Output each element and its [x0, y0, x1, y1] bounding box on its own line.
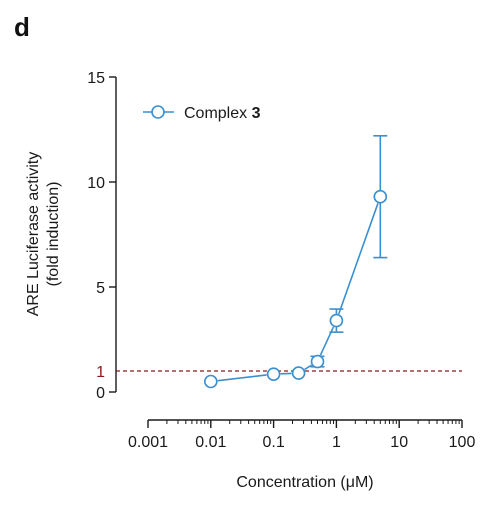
data-point — [310, 354, 325, 369]
reference-line-label: 1 — [96, 364, 105, 381]
legend: Complex 3 — [143, 105, 261, 122]
series-line — [217, 374, 267, 382]
x-tick-label: 0.01 — [195, 434, 226, 451]
series-line — [304, 364, 312, 371]
x-tick-label: 0.001 — [128, 434, 168, 451]
y-tick-label: 15 — [87, 70, 105, 87]
legend-label: Complex 3 — [184, 105, 261, 122]
x-tick-label: 1 — [332, 434, 341, 451]
reference-line: 1 — [96, 364, 462, 381]
data-point — [204, 374, 218, 389]
data-point — [291, 366, 306, 380]
series-layer — [204, 135, 388, 389]
y-tick-label: 5 — [96, 280, 105, 297]
y-axis: 0 5 10 15 — [87, 70, 117, 402]
y-axis-title: ARE Luciferase activity (fold induction) — [25, 152, 62, 317]
data-point — [329, 313, 344, 328]
y-tick-label: 10 — [87, 175, 105, 192]
x-tick-label: 0.1 — [262, 434, 284, 451]
legend-label-name: Complex — [184, 105, 252, 122]
x-axis: 0.001 0.01 0.1 1 10 100 — [128, 419, 476, 451]
data-point — [373, 189, 388, 204]
legend-label-bold: 3 — [252, 105, 261, 122]
x-axis-title: Concentration (μM) — [236, 474, 373, 491]
y-tick-label: 0 — [96, 385, 105, 402]
series-line — [337, 203, 379, 315]
x-tick-label: 100 — [449, 434, 476, 451]
data-point — [266, 367, 281, 381]
y-axis-title-line2: (fold induction) — [45, 182, 62, 287]
legend-marker — [151, 105, 165, 119]
y-axis-title-line1: ARE Luciferase activity — [25, 152, 42, 317]
series-line — [319, 326, 335, 356]
x-tick-label: 10 — [390, 434, 408, 451]
panel-letter: d — [14, 12, 30, 42]
